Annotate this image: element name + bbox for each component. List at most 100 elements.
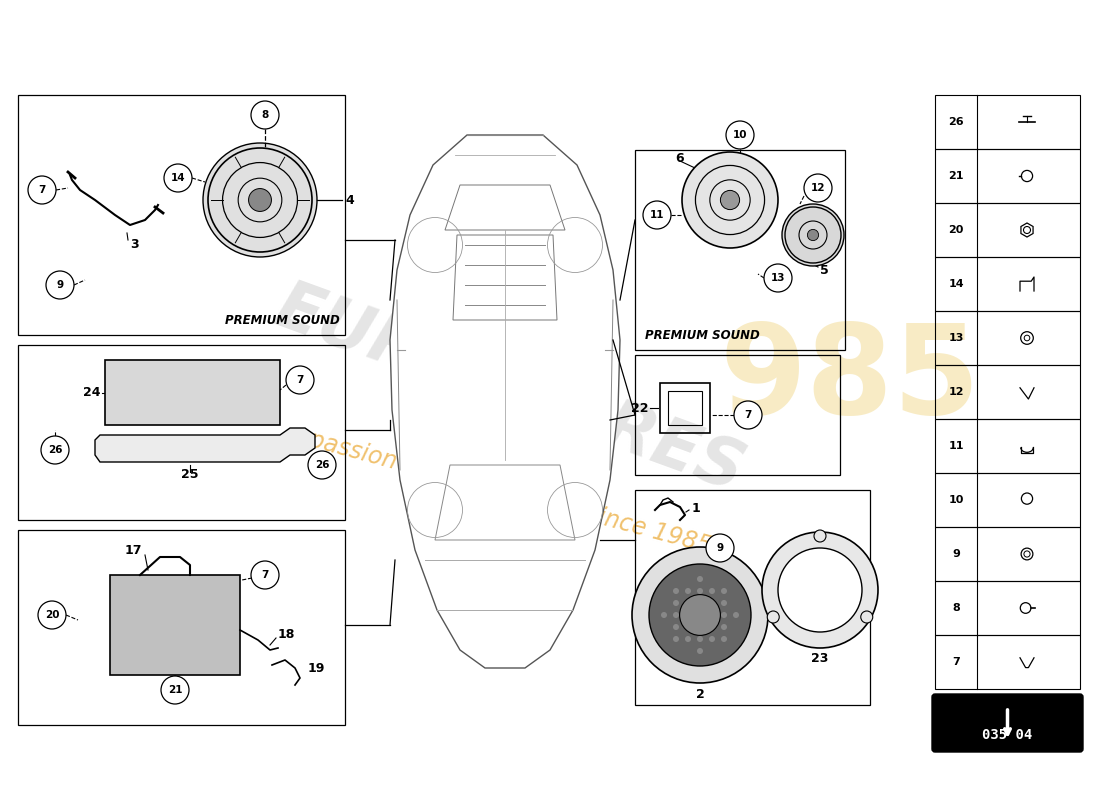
Circle shape xyxy=(682,152,778,248)
Bar xyxy=(935,527,1080,581)
Text: a passion for lamborghini since 1985: a passion for lamborghini since 1985 xyxy=(286,422,715,558)
Circle shape xyxy=(685,588,691,594)
Circle shape xyxy=(632,547,768,683)
Circle shape xyxy=(649,564,751,666)
Bar xyxy=(935,581,1080,635)
Circle shape xyxy=(204,143,317,257)
Text: 26: 26 xyxy=(315,460,329,470)
Circle shape xyxy=(680,594,720,635)
Circle shape xyxy=(28,176,56,204)
Circle shape xyxy=(673,588,679,594)
Circle shape xyxy=(804,174,832,202)
Text: 14: 14 xyxy=(948,279,964,289)
Bar xyxy=(935,419,1080,473)
Text: 10: 10 xyxy=(733,130,747,140)
Circle shape xyxy=(762,532,878,648)
Text: 985: 985 xyxy=(719,319,980,441)
Circle shape xyxy=(697,612,703,618)
Text: 17: 17 xyxy=(125,543,143,557)
Circle shape xyxy=(697,588,703,594)
Text: 11: 11 xyxy=(650,210,664,220)
Text: 7: 7 xyxy=(296,375,304,385)
Text: 4: 4 xyxy=(345,194,354,206)
Text: 1: 1 xyxy=(692,502,701,514)
Text: 12: 12 xyxy=(948,387,964,397)
Circle shape xyxy=(720,588,727,594)
Text: 21: 21 xyxy=(948,171,964,181)
Text: 14: 14 xyxy=(170,173,185,183)
Circle shape xyxy=(41,436,69,464)
Circle shape xyxy=(697,648,703,654)
Circle shape xyxy=(308,451,336,479)
Circle shape xyxy=(251,561,279,589)
Text: 20: 20 xyxy=(45,610,59,620)
Text: PREMIUM SOUND: PREMIUM SOUND xyxy=(226,314,340,327)
Circle shape xyxy=(161,676,189,704)
Circle shape xyxy=(720,600,727,606)
Text: 18: 18 xyxy=(278,629,296,642)
Text: 3: 3 xyxy=(130,238,139,251)
Text: 8: 8 xyxy=(262,110,268,120)
Circle shape xyxy=(706,534,734,562)
Circle shape xyxy=(778,548,862,632)
Circle shape xyxy=(782,204,844,266)
Bar xyxy=(635,150,845,350)
Text: 9: 9 xyxy=(56,280,64,290)
Circle shape xyxy=(720,190,739,210)
Text: 26: 26 xyxy=(47,445,63,455)
Circle shape xyxy=(710,588,715,594)
Text: 26: 26 xyxy=(948,117,964,127)
Circle shape xyxy=(685,600,691,606)
Text: 25: 25 xyxy=(182,469,199,482)
Text: PREMIUM SOUND: PREMIUM SOUND xyxy=(645,329,760,342)
Circle shape xyxy=(685,612,691,618)
Circle shape xyxy=(697,600,703,606)
Circle shape xyxy=(685,624,691,630)
Circle shape xyxy=(733,612,739,618)
Polygon shape xyxy=(95,428,315,462)
Text: 10: 10 xyxy=(948,495,964,505)
Circle shape xyxy=(710,624,715,630)
Polygon shape xyxy=(390,135,620,668)
Text: 11: 11 xyxy=(948,441,964,451)
Bar xyxy=(18,530,345,725)
Circle shape xyxy=(720,624,727,630)
Circle shape xyxy=(251,101,279,129)
Text: EUROSPARES: EUROSPARES xyxy=(266,274,754,506)
Circle shape xyxy=(764,264,792,292)
Text: 6: 6 xyxy=(675,151,683,165)
Bar xyxy=(935,203,1080,257)
Circle shape xyxy=(697,636,703,642)
Text: 22: 22 xyxy=(630,402,648,414)
Bar xyxy=(668,391,702,425)
Circle shape xyxy=(720,612,727,618)
Text: 19: 19 xyxy=(308,662,326,674)
Text: 23: 23 xyxy=(812,651,828,665)
Text: 7: 7 xyxy=(262,570,268,580)
Circle shape xyxy=(673,600,679,606)
Circle shape xyxy=(697,624,703,630)
Circle shape xyxy=(673,624,679,630)
Circle shape xyxy=(807,230,818,241)
Circle shape xyxy=(710,600,715,606)
Circle shape xyxy=(39,601,66,629)
Text: 7: 7 xyxy=(953,657,960,667)
Text: 20: 20 xyxy=(948,225,964,235)
Bar xyxy=(935,311,1080,365)
Text: 8: 8 xyxy=(953,603,960,613)
Text: 9: 9 xyxy=(953,549,960,559)
Circle shape xyxy=(710,636,715,642)
Text: 12: 12 xyxy=(811,183,825,193)
Circle shape xyxy=(286,366,313,394)
Bar xyxy=(660,383,710,433)
Circle shape xyxy=(249,189,272,211)
Text: 13: 13 xyxy=(948,333,964,343)
FancyBboxPatch shape xyxy=(932,694,1084,752)
Text: 13: 13 xyxy=(771,273,785,283)
Text: 7: 7 xyxy=(39,185,46,195)
Circle shape xyxy=(673,612,679,618)
Circle shape xyxy=(734,401,762,429)
Circle shape xyxy=(767,611,779,623)
Bar xyxy=(110,575,240,675)
Circle shape xyxy=(644,201,671,229)
